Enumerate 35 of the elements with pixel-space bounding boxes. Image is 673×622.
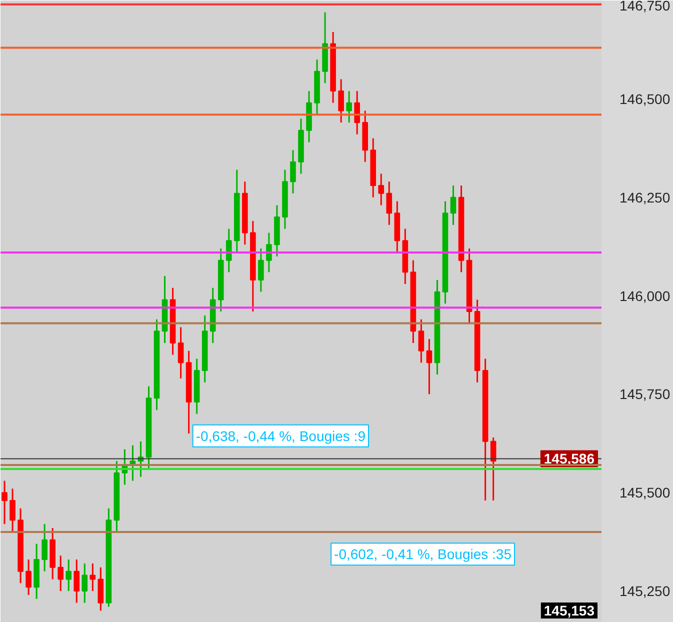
candlestick [258, 248, 264, 293]
candlestick [426, 338, 432, 395]
y-tick-label: 145,250 [620, 583, 670, 600]
y-tick-label: 146,250 [620, 189, 670, 206]
candlestick [490, 436, 496, 502]
candlestick [98, 566, 104, 612]
y-tick-label: 146,000 [620, 288, 670, 304]
candlestick [290, 149, 296, 194]
annotation: -0,638, -0,44 %, Bougies :9 [196, 428, 366, 444]
candlestick [42, 523, 48, 572]
candlestick [386, 180, 392, 226]
ref-line-label: 145,586 [544, 450, 595, 467]
candlestick [58, 554, 64, 592]
candlestick [26, 558, 32, 596]
candlestick [266, 232, 272, 273]
y-tick-label: 145,750 [620, 386, 670, 402]
candlestick [338, 78, 344, 124]
candlestick [418, 318, 424, 364]
candlestick [378, 172, 384, 206]
candlestick [90, 562, 96, 592]
y-tick-label: 146,500 [620, 90, 670, 107]
candlestick [354, 90, 360, 136]
candlestick [450, 184, 456, 226]
candlestick [74, 558, 80, 604]
annotation: 145,153 [544, 602, 595, 618]
candlestick [2, 480, 8, 525]
candlestick [178, 326, 184, 380]
y-tick-label: 145,500 [620, 484, 670, 501]
candlestick [66, 558, 72, 592]
candlestick [82, 562, 88, 604]
candlestick [226, 228, 232, 273]
candlestick [346, 90, 352, 124]
y-tick-label: 146,750 [620, 0, 670, 14]
candlestick [10, 488, 16, 533]
annotation: -0,602, -0,41 %, Bougies :35 [334, 546, 512, 562]
